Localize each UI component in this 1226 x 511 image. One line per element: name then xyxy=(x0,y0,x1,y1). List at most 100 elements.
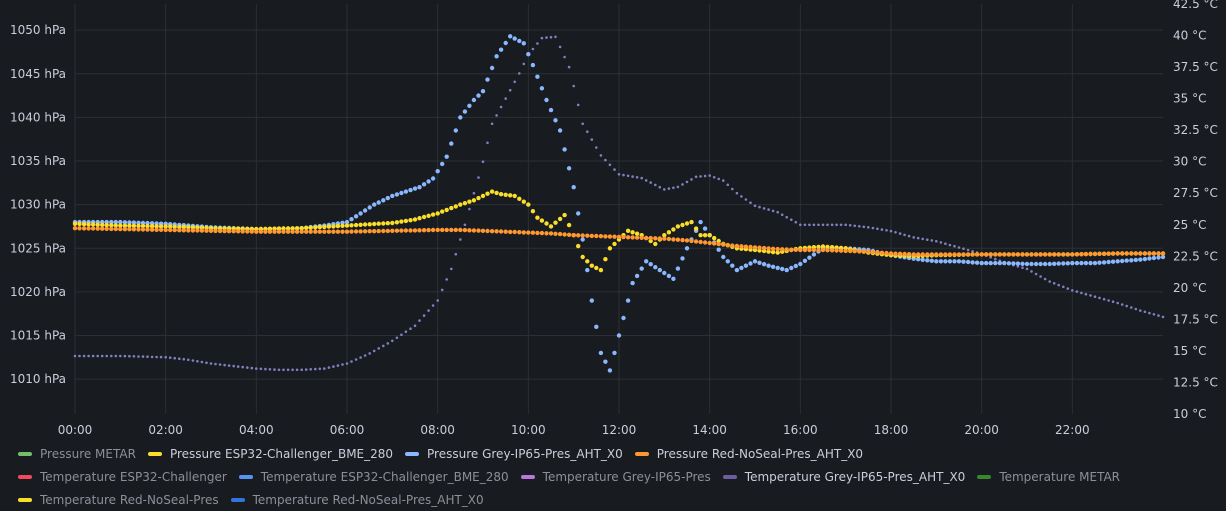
data-point xyxy=(354,358,358,361)
legend-swatch-icon xyxy=(520,474,535,479)
legend-item[interactable]: Temperature METAR xyxy=(977,470,1120,484)
data-point xyxy=(313,225,318,230)
data-point xyxy=(467,228,472,233)
data-point xyxy=(246,366,249,369)
data-point xyxy=(749,201,752,204)
data-point xyxy=(1065,252,1071,257)
legend-item[interactable]: Temperature Grey-IP65-Pres_AHT_X0 xyxy=(722,470,965,484)
data-point xyxy=(128,354,131,358)
series-pressure-red-noseal-pres-aht-x0 xyxy=(72,226,1166,257)
data-point xyxy=(453,227,458,233)
legend-item[interactable]: Pressure Red-NoSeal-Pres_AHT_X0 xyxy=(634,447,863,461)
data-point xyxy=(462,227,468,233)
data-point xyxy=(250,366,254,370)
data-point xyxy=(449,227,454,233)
data-point xyxy=(390,228,395,233)
data-point xyxy=(480,228,486,233)
data-point xyxy=(445,278,449,281)
data-point xyxy=(603,359,608,364)
data-point xyxy=(1033,261,1039,267)
y-right-tick-label: 17.5 °C xyxy=(1173,312,1218,326)
data-point xyxy=(131,227,137,232)
data-point xyxy=(944,242,947,245)
data-point xyxy=(136,223,141,229)
legend-item[interactable]: Temperature ESP32-Challenger xyxy=(18,470,227,484)
data-point xyxy=(689,238,694,244)
legend-item[interactable]: Pressure ESP32-Challenger_BME_280 xyxy=(147,447,393,461)
data-point xyxy=(381,198,386,203)
data-point xyxy=(190,228,196,233)
data-point xyxy=(725,242,730,248)
data-point xyxy=(657,267,662,273)
data-point xyxy=(625,228,631,233)
data-point xyxy=(1143,310,1147,314)
data-point xyxy=(513,80,516,84)
data-point xyxy=(716,247,721,252)
data-point xyxy=(517,196,522,201)
data-point xyxy=(743,244,749,249)
data-point xyxy=(480,89,486,94)
data-point xyxy=(118,226,123,232)
legend-item[interactable]: Pressure Grey-IP65-Pres_AHT_X0 xyxy=(405,447,623,461)
data-point xyxy=(1066,287,1070,290)
data-point xyxy=(830,223,834,227)
data-point xyxy=(861,249,866,254)
data-point xyxy=(694,175,698,179)
legend-item[interactable]: Temperature Red-NoSeal-Pres_AHT_X0 xyxy=(230,492,484,507)
data-point xyxy=(458,115,463,120)
data-point xyxy=(934,259,939,264)
legend-label: Temperature ESP32-Challenger xyxy=(40,469,227,484)
data-point xyxy=(1006,252,1012,257)
data-point xyxy=(191,359,195,362)
data-point xyxy=(947,259,953,264)
data-point xyxy=(285,229,291,234)
legend-item[interactable]: Pressure METAR xyxy=(18,447,136,461)
data-point xyxy=(476,93,481,98)
legend-item[interactable]: Temperature Red-NoSeal-Pres xyxy=(18,493,219,507)
data-point xyxy=(707,233,712,238)
data-point xyxy=(581,122,584,126)
data-point xyxy=(712,176,716,179)
legend-label: Temperature Red-NoSeal-Pres_AHT_X0 xyxy=(252,492,484,507)
data-point xyxy=(1134,307,1138,311)
data-point xyxy=(595,146,598,149)
data-point xyxy=(790,218,793,221)
data-point xyxy=(1125,304,1128,308)
data-point xyxy=(530,62,536,68)
data-point xyxy=(78,354,81,358)
data-point xyxy=(548,224,554,229)
data-point xyxy=(149,224,155,229)
data-point xyxy=(440,227,445,233)
x-tick-label: 06:00 xyxy=(330,423,365,437)
data-point xyxy=(1097,260,1102,265)
legend-item[interactable]: Temperature ESP32-Challenger_BME_280 xyxy=(238,470,509,484)
legend-label: Temperature METAR xyxy=(999,469,1121,484)
data-point xyxy=(431,304,435,307)
data-point xyxy=(494,229,499,234)
data-point xyxy=(1074,252,1080,257)
y-left-tick-label: 1010 hPa xyxy=(10,372,66,386)
data-point xyxy=(953,244,956,248)
data-point xyxy=(1002,260,1007,266)
data-point xyxy=(866,249,871,254)
data-point xyxy=(426,227,431,233)
data-point xyxy=(1138,257,1143,262)
data-point xyxy=(925,258,930,263)
data-point xyxy=(554,35,557,39)
data-point xyxy=(712,241,717,246)
data-point xyxy=(970,260,975,265)
data-point xyxy=(381,221,386,226)
data-point xyxy=(409,327,412,331)
data-point xyxy=(808,223,811,227)
data-point xyxy=(762,207,766,210)
data-point xyxy=(313,229,318,234)
data-point xyxy=(921,237,924,241)
legend-item[interactable]: Temperature Grey-IP65-Pres xyxy=(520,470,711,484)
chart-plot[interactable]: 1010 hPa 1015 hPa 1020 hPa 1025 hPa 1030 hPa… xyxy=(0,0,1226,440)
legend-swatch-icon xyxy=(18,451,32,456)
data-point xyxy=(871,226,875,230)
data-point xyxy=(490,122,494,126)
data-point xyxy=(449,141,454,146)
data-point xyxy=(335,223,341,229)
data-point xyxy=(970,252,975,257)
